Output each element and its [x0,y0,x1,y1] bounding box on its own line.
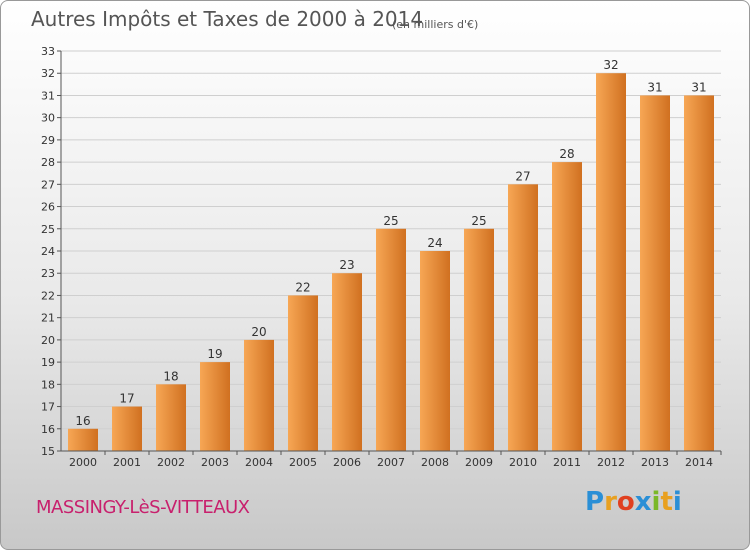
y-tick-label: 24 [41,245,55,258]
y-tick-label: 29 [41,134,55,147]
x-tick-label: 2007 [377,456,405,469]
bar [244,339,274,451]
bars: 16 17 18 19 20 22 23 25 24 25 27 28 32 31 31 [68,58,714,452]
brand-letter: x [634,487,652,517]
data-label: 19 [207,347,222,361]
brand-letter: o [616,487,635,517]
y-tick-label: 31 [41,89,55,102]
x-tick-label: 2010 [509,456,537,469]
x-tick-label: 2009 [465,456,493,469]
x-tick-label: 2003 [201,456,229,469]
brand-letter: t [660,487,673,517]
proxiti-logo: Proxiti [585,487,682,517]
y-tick-label: 22 [41,289,55,302]
data-label: 24 [427,236,442,250]
brand-letter: P [585,487,605,517]
y-tick-label: 16 [41,423,55,436]
y-tick-label: 32 [41,67,55,80]
x-tick-label: 2011 [553,456,581,469]
axes: 15 16 17 18 19 20 21 22 23 24 25 26 27 28 29 30 31 32 33 20… [41,45,722,469]
brand-letter: r [604,487,617,517]
bar [156,384,186,451]
bar [112,406,142,451]
data-label: 31 [647,80,662,94]
y-tick-label: 20 [41,334,55,347]
bar [68,428,98,451]
bar [552,162,582,451]
x-tick-label: 2004 [245,456,273,469]
y-tick-label: 28 [41,156,55,169]
x-tick-label: 2008 [421,456,449,469]
data-label: 22 [295,280,310,294]
data-label: 17 [119,392,134,406]
brand-letter: i [672,487,682,517]
x-tick-label: 2001 [113,456,141,469]
bar [200,362,230,451]
bar [596,73,626,451]
x-tick-label: 2005 [289,456,317,469]
y-tick-label: 19 [41,356,55,369]
data-label: 31 [691,80,706,94]
bar [684,95,714,451]
bar [640,95,670,451]
chart-title: Autres Impôts et Taxes de 2000 à 2014 [31,7,424,31]
bar [288,295,318,451]
data-label: 23 [339,258,354,272]
y-tick-label: 25 [41,223,55,236]
x-tick-label: 2006 [333,456,361,469]
data-label: 16 [75,414,90,428]
bar [420,251,450,451]
bar [376,228,406,451]
data-label: 28 [559,147,574,161]
y-tick-label: 26 [41,201,55,214]
data-label: 18 [163,369,178,383]
y-tick-label: 18 [41,378,55,391]
y-tick-label: 21 [41,312,55,325]
y-tick-label: 30 [41,112,55,125]
data-label: 27 [515,169,530,183]
commune-name: MASSINGY-LèS-VITTEAUX [36,497,250,518]
x-tick-label: 2000 [69,456,97,469]
y-tick-label: 15 [41,445,55,458]
data-label: 32 [603,58,618,72]
bar [464,228,494,451]
x-tick-label: 2014 [685,456,713,469]
bar [508,184,538,452]
y-tick-label: 33 [41,45,55,58]
data-label: 25 [471,214,486,228]
brand-letter: i [651,487,661,517]
data-label: 20 [251,325,266,339]
y-tick-label: 23 [41,267,55,280]
x-tick-label: 2002 [157,456,185,469]
y-tick-label: 17 [41,401,55,414]
x-tick-label: 2013 [641,456,669,469]
chart-unit: (en milliers d'€) [392,18,479,31]
x-tick-label: 2012 [597,456,625,469]
bar [332,273,362,451]
data-label: 25 [383,214,398,228]
y-tick-label: 27 [41,178,55,191]
